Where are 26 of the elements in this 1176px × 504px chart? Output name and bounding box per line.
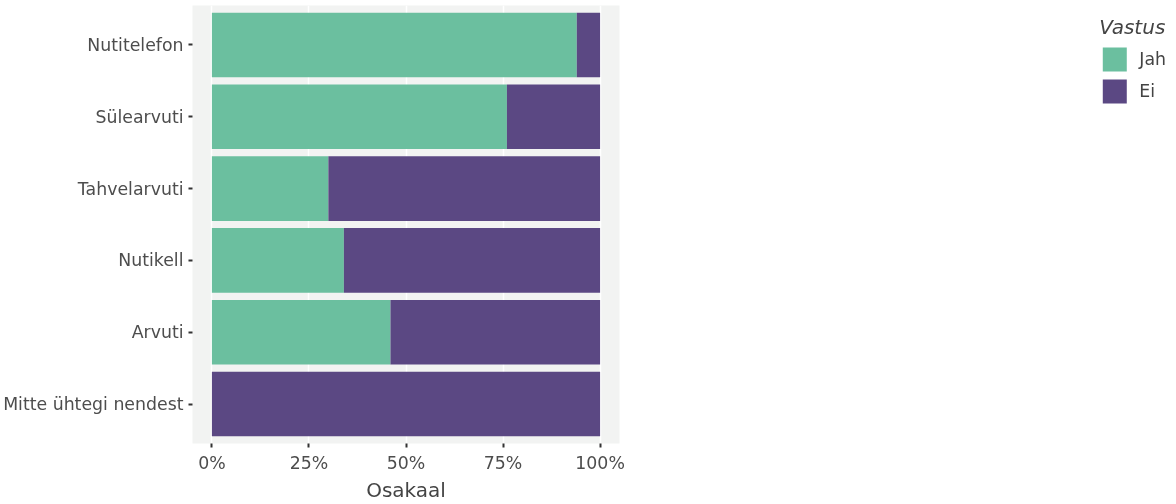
bar <box>506 84 601 150</box>
legend-label: Ei <box>1139 81 1157 101</box>
legend-label: Jah <box>1139 49 1166 69</box>
y-tick-label: Nutitelefon <box>87 34 184 55</box>
bar <box>211 84 507 150</box>
bar <box>390 299 601 365</box>
y-tick-label: Mitte ühtegi nendest <box>3 394 184 415</box>
bar <box>211 299 391 365</box>
y-tick-label: Tahvelarvuti <box>76 178 184 199</box>
y-tick-label: Sülearvuti <box>95 106 184 127</box>
bar <box>211 12 577 78</box>
legend-title: Vastus <box>1099 15 1166 39</box>
x-tick-label: 50% <box>386 452 426 473</box>
x-tick-label: 0% <box>198 452 226 473</box>
x-tick-label: 25% <box>289 452 329 473</box>
x-axis-title: Osakaal <box>366 477 446 502</box>
x-tick-label: 100% <box>575 452 625 473</box>
bar <box>343 228 601 293</box>
bar <box>576 12 601 78</box>
y-tick-label: Nutikell <box>118 250 184 271</box>
x-tick-label: 75% <box>483 452 523 473</box>
bar <box>211 228 344 293</box>
y-tick-label: Arvuti <box>131 322 184 343</box>
bar <box>211 156 329 221</box>
bar <box>211 371 601 437</box>
bar <box>328 156 601 221</box>
